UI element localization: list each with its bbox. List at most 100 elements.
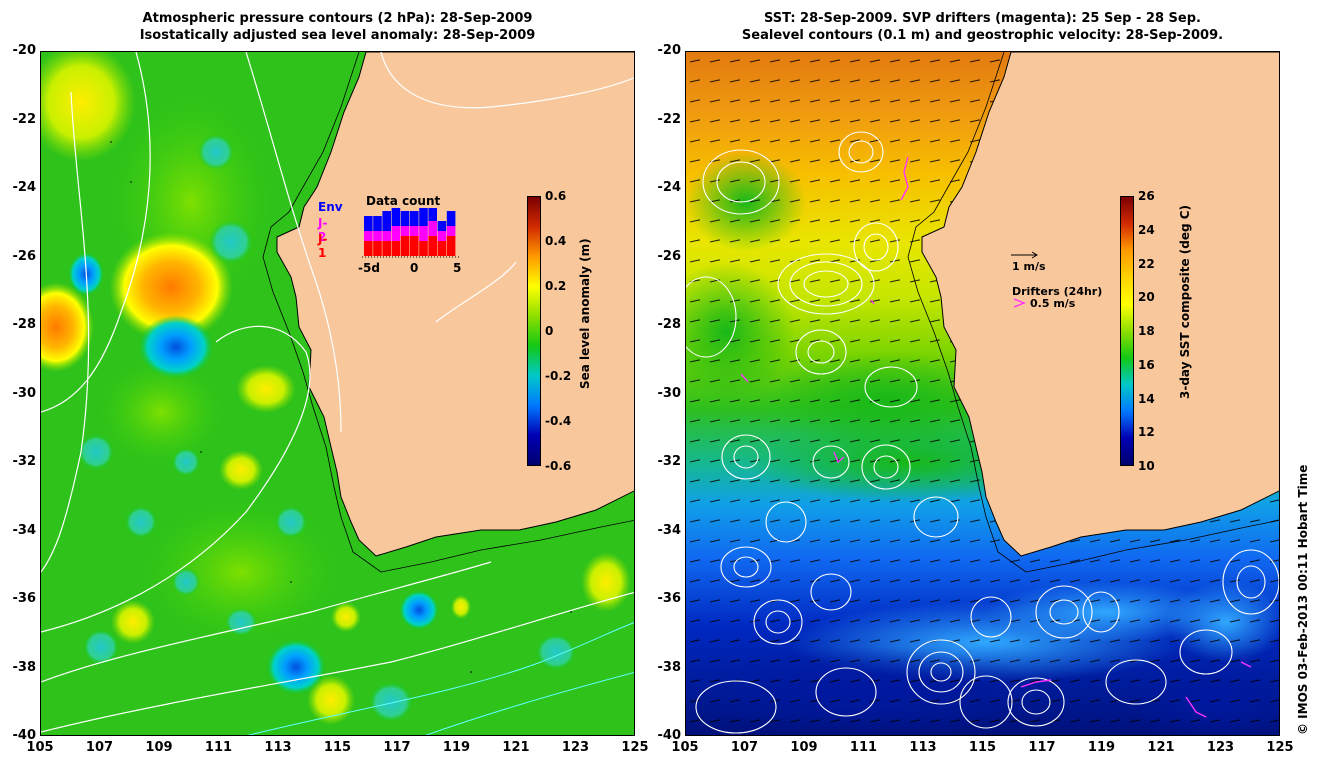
y-tick-label: -36 xyxy=(12,591,37,606)
y-tick-label: -22 xyxy=(12,111,37,127)
data-count-bar-segment xyxy=(410,236,419,256)
right-title-line2: Sealevel contours (0.1 m) and geostrophi… xyxy=(741,28,1224,43)
colorbar-tick-label: 26 xyxy=(1138,189,1155,203)
colorbar-tick-label: 14 xyxy=(1138,391,1155,406)
data-count-bar-segment xyxy=(364,216,373,231)
y-tick-label: -40 xyxy=(12,728,37,743)
data-count-bar-segment xyxy=(428,221,437,236)
sea-level-anomaly-canvas xyxy=(41,52,634,735)
data-count-bar-segment xyxy=(419,208,428,226)
colorbar-tick-label: 0.2 xyxy=(545,279,567,293)
x-tick-label: 117 xyxy=(1028,740,1056,755)
drifters-legend-title: Drifters (24hr) xyxy=(1012,285,1103,298)
data-count-bar-segment xyxy=(437,241,447,256)
data-count-bar-segment xyxy=(437,221,447,231)
sst-colorbar-label: 3-day SST composite (deg C) xyxy=(1178,204,1192,399)
data-count-bar-segment xyxy=(410,211,419,226)
data-count-bar-segment xyxy=(400,211,410,226)
data-count-histogram xyxy=(362,208,460,258)
colorbar-tick-label: 12 xyxy=(1138,425,1155,440)
x-tick-label: 119 xyxy=(1087,740,1116,755)
data-count-bar-segment xyxy=(364,241,373,256)
colorbar-tick-label: 0 xyxy=(545,324,554,338)
data-count-bar-segment xyxy=(446,211,456,226)
x-tick-label: 119 xyxy=(442,740,471,755)
y-tick-label: -34 xyxy=(12,522,37,538)
data-count-bar-segment xyxy=(410,226,419,236)
y-tick-label: -26 xyxy=(12,248,37,264)
data-count-bar-segment xyxy=(391,226,401,241)
velocity-scale-arrow xyxy=(1011,251,1038,259)
left-title-line1: Atmospheric pressure contours (2 hPa): 2… xyxy=(142,11,533,26)
x-tick-label: 105 xyxy=(26,740,54,755)
satellite-label: J-1 xyxy=(318,232,328,260)
colorbar-tick-label: -0.2 xyxy=(545,369,572,383)
imos-credit: © IMOS 03-Feb-2013 00:11 Hobart Time xyxy=(1296,464,1310,735)
data-count-bar-segment xyxy=(373,231,382,241)
data-count-bar-segment xyxy=(400,236,410,256)
data-count-axis-label: 0 xyxy=(410,261,419,275)
data-count-axis-label: 5 xyxy=(453,261,462,275)
satellite-label: J-2 xyxy=(318,216,328,244)
data-count-bar-segment xyxy=(382,241,391,256)
y-tick-label: -28 xyxy=(657,317,682,332)
x-tick-label: 105 xyxy=(671,740,699,755)
y-tick-label: -36 xyxy=(657,591,682,606)
data-count-bar-segment xyxy=(382,211,391,231)
x-tick-label: 123 xyxy=(561,740,590,755)
x-tick-label: 113 xyxy=(909,740,937,755)
data-count-bar-segment xyxy=(428,208,437,221)
colorbar-tick-label: 24 xyxy=(1138,222,1155,237)
data-count-bar-segment xyxy=(437,231,447,241)
y-tick-label: -20 xyxy=(657,43,682,58)
sst-colorbar xyxy=(1120,196,1134,466)
y-tick-label: -22 xyxy=(657,111,682,127)
y-tick-label: -30 xyxy=(657,385,682,401)
sst-canvas xyxy=(686,52,1279,735)
colorbar-tick-label: 16 xyxy=(1138,357,1155,372)
data-count-bar-segment xyxy=(382,231,391,241)
sea-level-colorbar-label: Sea level anomaly (m) xyxy=(578,238,592,389)
y-tick-label: -24 xyxy=(657,180,682,195)
x-tick-label: 121 xyxy=(502,740,530,755)
colorbar-tick-label: 20 xyxy=(1138,290,1155,305)
colorbar-tick-label: -0.6 xyxy=(545,459,572,473)
colorbar-tick-label: 10 xyxy=(1138,459,1155,473)
data-count-bar-segment xyxy=(400,226,410,236)
x-tick-label: 115 xyxy=(323,740,352,755)
y-tick-label: -30 xyxy=(12,385,37,401)
x-tick-label: 107 xyxy=(730,740,759,755)
x-tick-label: 109 xyxy=(145,740,173,755)
velocity-scale-label: 1 m/s xyxy=(1012,260,1046,273)
colorbar-tick-label: 22 xyxy=(1138,256,1155,271)
x-tick-label: 125 xyxy=(621,740,649,755)
y-tick-label: -40 xyxy=(657,728,682,743)
colorbar-tick-label: 0.4 xyxy=(545,234,567,248)
data-count-bar-segment xyxy=(446,236,456,256)
right-map-title: SST: 28-Sep-2009. SVP drifters (magenta)… xyxy=(685,10,1280,44)
y-tick-label: -24 xyxy=(12,180,37,195)
x-tick-label: 111 xyxy=(849,740,878,755)
x-tick-label: 117 xyxy=(383,740,411,755)
left-title-line2: Isostatically adjusted sea level anomaly… xyxy=(139,28,536,43)
data-count-bar-segment xyxy=(373,241,382,256)
right-title-line1: SST: 28-Sep-2009. SVP drifters (magenta)… xyxy=(764,11,1201,26)
data-count-bar-segment xyxy=(391,241,401,256)
y-tick-label: -32 xyxy=(12,454,37,469)
colorbar-tick-label: 0.6 xyxy=(545,189,567,203)
y-tick-label: -38 xyxy=(657,659,682,675)
data-count-bar-segment xyxy=(364,231,373,241)
y-tick-label: -28 xyxy=(12,317,37,332)
drifters-scale-label: 0.5 m/s xyxy=(1030,297,1076,310)
x-tick-label: 125 xyxy=(1266,740,1294,755)
data-count-bar-segment xyxy=(373,216,382,231)
sea-level-colorbar xyxy=(527,196,541,466)
y-tick-label: -20 xyxy=(12,43,37,58)
data-count-bar-segment xyxy=(419,241,428,256)
sst-map xyxy=(685,51,1280,736)
y-tick-label: -38 xyxy=(12,659,37,675)
x-tick-label: 121 xyxy=(1147,740,1175,755)
y-tick-label: -34 xyxy=(657,522,682,538)
data-count-bar-segment xyxy=(446,226,456,236)
sea-level-anomaly-map xyxy=(40,51,635,736)
